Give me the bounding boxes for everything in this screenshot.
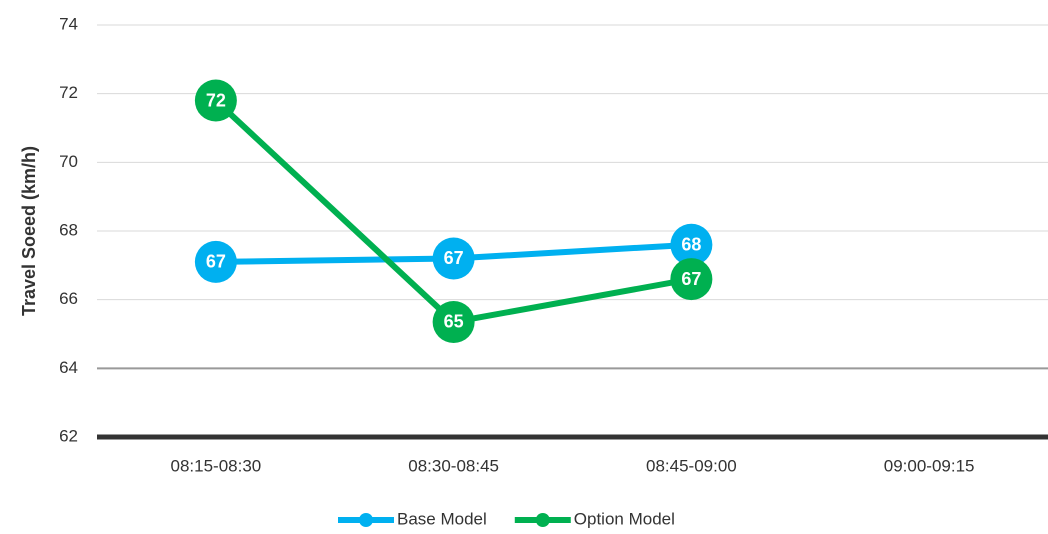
data-label: 72: [206, 90, 226, 110]
x-tick-label: 08:45-09:00: [646, 456, 737, 475]
legend-label: Base Model: [397, 509, 487, 528]
y-tick-label: 66: [59, 289, 78, 308]
point-marker: [432, 237, 475, 280]
data-label: 65: [444, 312, 464, 332]
data-label: 67: [444, 248, 464, 268]
y-tick-label: 62: [59, 426, 78, 445]
series-line: [213, 98, 692, 326]
y-tick-label: 72: [59, 83, 78, 102]
point-marker: [670, 258, 713, 301]
y-tick-label: 68: [59, 220, 78, 239]
point-marker: [432, 300, 475, 343]
y-tick-label: 64: [59, 358, 78, 377]
point-marker: [194, 79, 237, 122]
y-tick-label: 74: [59, 14, 78, 33]
legend-marker: [535, 513, 550, 527]
legend-item: Base Model: [338, 509, 487, 528]
data-label: 68: [681, 234, 701, 254]
x-tick-label: 08:15-08:30: [171, 456, 262, 475]
point-marker: [670, 223, 713, 266]
legend-marker: [359, 513, 373, 527]
data-label: 67: [681, 269, 701, 289]
legend-label: Option Model: [574, 509, 675, 528]
x-tick-label: 09:00-09:15: [884, 456, 975, 475]
legend-item: Option Model: [514, 509, 675, 528]
point-marker: [194, 240, 237, 283]
data-label: 67: [206, 252, 226, 272]
x-tick-label: 08:30-08:45: [408, 456, 499, 475]
y-axis-label: Travel Soeed (km/h): [19, 146, 39, 316]
y-tick-label: 70: [59, 152, 78, 171]
